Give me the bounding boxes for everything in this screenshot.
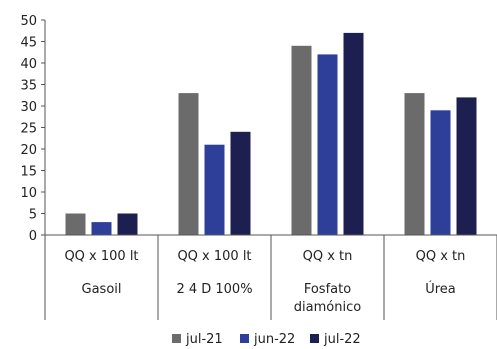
bar-jul-22-1 [117,213,138,235]
category-unit-label: QQ x 100 lt [177,249,251,264]
x-axis: QQ x 100 lt Gasoil QQ x 100 lt 2 4 D 100% QQ… [44,234,497,320]
category-unit-label: QQ x tn [416,249,466,264]
y-tick-label: 45 [20,36,37,51]
y-tick-label: 10 [20,186,37,201]
y-tick-label: 25 [20,122,37,137]
y-tick-label: 5 [29,208,37,223]
y-tick-label: 40 [20,57,37,72]
y-tick-label: 0 [29,229,37,244]
y-tick-label: 50 [20,14,37,29]
y-tick-label: 35 [20,79,37,94]
legend-label: jun-22 [253,332,295,347]
bar-jun-22-2 [204,144,225,235]
bar-jul-22-2 [230,131,251,235]
legend-swatch-jun-22 [240,334,249,343]
legend-label: jul-21 [185,332,223,347]
category-unit-label: QQ x tn [303,249,353,264]
y-tick-label: 15 [20,165,37,180]
category-label: Úrea [425,281,456,297]
legend-swatch-jul-21 [172,334,181,343]
category-unit-label: QQ x 100 lt [64,249,138,264]
y-tick-label: 30 [20,100,37,115]
bar-jul-21-1 [65,213,86,235]
bar-jul-22-4 [456,97,477,236]
bar-jul-22-3 [343,32,364,236]
bars [65,32,477,236]
bar-jul-21-3 [291,45,312,235]
category-label: Fosfato [304,282,351,297]
legend: jul-21 jun-22 jul-22 [172,332,361,347]
legend-swatch-jul-22 [310,334,319,343]
bar-jun-22-3 [317,54,338,236]
bar-jul-21-4 [404,93,425,235]
category-label: 2 4 D 100% [176,282,252,297]
bar-jun-22-1 [91,222,112,235]
bar-jul-21-2 [178,93,199,235]
legend-label: jul-22 [323,332,361,347]
y-tick-label: 20 [20,143,37,158]
category-label: Gasoil [82,282,122,297]
category-label: diamónico [294,300,361,315]
y-axis: 0 5 10 15 20 25 30 35 40 45 50 [20,14,46,244]
bar-jun-22-4 [430,110,451,235]
